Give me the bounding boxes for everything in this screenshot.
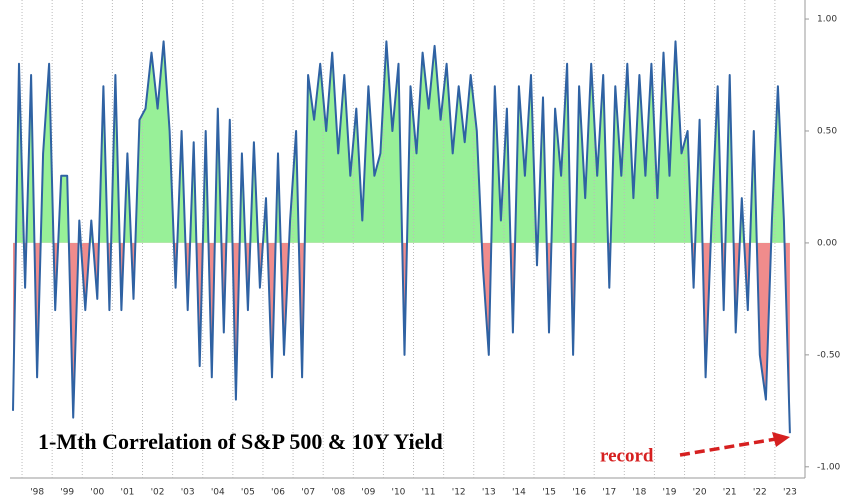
x-tick-label: '99 bbox=[60, 488, 74, 498]
x-tick-label: '04 bbox=[211, 488, 225, 498]
x-tick-label: '17 bbox=[602, 488, 616, 498]
x-tick-label: '00 bbox=[90, 488, 104, 498]
x-tick-label: '10 bbox=[391, 488, 405, 498]
x-tick-label: '22 bbox=[753, 488, 767, 498]
x-tick-label: '21 bbox=[723, 488, 737, 498]
x-tick-label: '98 bbox=[30, 488, 44, 498]
y-tick-label: 1.00 bbox=[817, 15, 837, 25]
x-tick-label: '05 bbox=[241, 488, 255, 498]
x-tick-label: '08 bbox=[331, 488, 345, 498]
y-tick-label: -0.50 bbox=[817, 350, 841, 360]
x-tick-label: '09 bbox=[361, 488, 375, 498]
x-tick-label: '15 bbox=[542, 488, 556, 498]
annotation: record bbox=[600, 445, 654, 466]
x-tick-label: '23 bbox=[783, 488, 797, 498]
y-tick-label: 0.00 bbox=[817, 238, 837, 248]
series-line bbox=[12, 40, 791, 434]
chart-title: 1-Mth Correlation of S&P 500 & 10Y Yield bbox=[38, 429, 443, 454]
x-tick-label: '12 bbox=[452, 488, 466, 498]
x-tick-label: '07 bbox=[301, 488, 315, 498]
x-tick-label: '06 bbox=[271, 488, 285, 498]
x-tick-label: '01 bbox=[120, 488, 134, 498]
annotation-arrow bbox=[679, 437, 777, 457]
x-tick-label: '18 bbox=[632, 488, 646, 498]
x-tick-label: '03 bbox=[181, 488, 195, 498]
x-tick-label: '14 bbox=[512, 488, 526, 498]
y-tick-label: -1.00 bbox=[817, 462, 841, 472]
x-tick-label: '13 bbox=[482, 488, 496, 498]
annotation-arrowhead bbox=[772, 432, 790, 447]
y-tick-label: 0.50 bbox=[817, 126, 837, 136]
positive-area bbox=[13, 41, 790, 243]
x-tick-label: '02 bbox=[151, 488, 165, 498]
x-tick-label: '20 bbox=[693, 488, 707, 498]
x-tick-label: '19 bbox=[663, 488, 677, 498]
x-tick-label: '11 bbox=[422, 488, 436, 498]
x-tick-label: '16 bbox=[572, 488, 586, 498]
